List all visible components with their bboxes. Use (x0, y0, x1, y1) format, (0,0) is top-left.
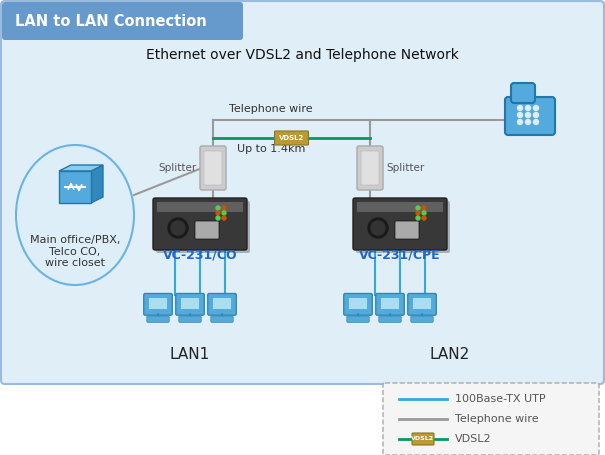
FancyBboxPatch shape (505, 97, 555, 135)
Bar (381, 298, 399, 309)
FancyBboxPatch shape (153, 198, 247, 250)
Polygon shape (59, 165, 103, 171)
Circle shape (517, 112, 523, 117)
Circle shape (534, 112, 538, 117)
Bar (413, 298, 431, 309)
FancyBboxPatch shape (200, 146, 226, 190)
FancyBboxPatch shape (179, 316, 201, 322)
FancyBboxPatch shape (204, 151, 222, 185)
Bar (212, 298, 231, 309)
FancyBboxPatch shape (361, 151, 379, 185)
Text: Telephone wire: Telephone wire (455, 414, 538, 424)
Circle shape (517, 120, 523, 125)
FancyBboxPatch shape (195, 221, 219, 239)
Circle shape (422, 216, 426, 220)
Circle shape (517, 106, 523, 111)
Circle shape (526, 112, 531, 117)
FancyBboxPatch shape (275, 131, 309, 145)
Text: Splitter: Splitter (386, 163, 424, 173)
FancyBboxPatch shape (347, 316, 369, 322)
Circle shape (171, 221, 185, 235)
Circle shape (222, 211, 226, 215)
Text: Ethernet over VDSL2 and Telephone Network: Ethernet over VDSL2 and Telephone Networ… (146, 48, 459, 62)
Circle shape (534, 120, 538, 125)
Circle shape (526, 106, 531, 111)
FancyBboxPatch shape (211, 316, 233, 322)
Circle shape (422, 206, 426, 210)
Bar (181, 298, 200, 309)
Text: VDSL2: VDSL2 (455, 434, 492, 444)
FancyBboxPatch shape (156, 201, 250, 253)
Bar (348, 298, 367, 309)
Circle shape (416, 211, 420, 215)
Circle shape (222, 216, 226, 220)
FancyBboxPatch shape (408, 293, 436, 315)
FancyBboxPatch shape (379, 316, 401, 322)
FancyBboxPatch shape (175, 293, 204, 315)
FancyBboxPatch shape (356, 201, 450, 253)
Circle shape (168, 218, 188, 238)
FancyBboxPatch shape (411, 316, 433, 322)
Text: Splitter: Splitter (159, 163, 197, 173)
Bar (157, 202, 243, 212)
Ellipse shape (16, 145, 134, 285)
Polygon shape (91, 165, 103, 203)
FancyBboxPatch shape (144, 293, 172, 315)
Bar (357, 202, 443, 212)
Circle shape (368, 218, 388, 238)
FancyBboxPatch shape (208, 293, 236, 315)
FancyBboxPatch shape (383, 383, 599, 455)
Text: 100Base-TX UTP: 100Base-TX UTP (455, 394, 546, 404)
Circle shape (216, 216, 220, 220)
Circle shape (371, 221, 385, 235)
Circle shape (534, 106, 538, 111)
Circle shape (222, 206, 226, 210)
Circle shape (526, 120, 531, 125)
Bar (59, 171, 91, 203)
FancyBboxPatch shape (511, 83, 535, 103)
FancyBboxPatch shape (353, 198, 447, 250)
Circle shape (422, 211, 426, 215)
FancyBboxPatch shape (2, 2, 243, 40)
Text: Up to 1.4km: Up to 1.4km (237, 144, 305, 154)
FancyBboxPatch shape (1, 1, 604, 384)
Text: VDSL2: VDSL2 (279, 135, 304, 141)
FancyBboxPatch shape (395, 221, 419, 239)
FancyBboxPatch shape (357, 146, 383, 190)
Text: LAN to LAN Connection: LAN to LAN Connection (15, 15, 207, 30)
Circle shape (416, 206, 420, 210)
Circle shape (216, 211, 220, 215)
Circle shape (416, 216, 420, 220)
FancyBboxPatch shape (344, 293, 372, 315)
FancyBboxPatch shape (147, 316, 169, 322)
Text: LAN1: LAN1 (170, 347, 210, 362)
Bar (149, 298, 168, 309)
Text: LAN2: LAN2 (430, 347, 470, 362)
FancyBboxPatch shape (376, 293, 404, 315)
Circle shape (216, 206, 220, 210)
Text: Main office/PBX,
Telco CO,
wire closet: Main office/PBX, Telco CO, wire closet (30, 235, 120, 268)
Text: Telephone wire: Telephone wire (229, 104, 313, 114)
Text: VC-231/CPE: VC-231/CPE (359, 248, 441, 261)
Text: VC-231/CO: VC-231/CO (163, 248, 237, 261)
Text: VDSL2: VDSL2 (411, 436, 434, 441)
FancyBboxPatch shape (412, 433, 434, 445)
